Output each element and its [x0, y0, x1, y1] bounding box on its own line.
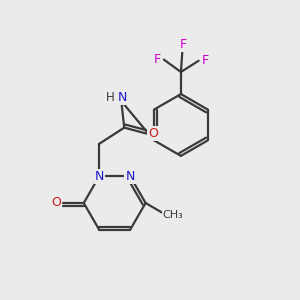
Text: CH₃: CH₃: [163, 210, 183, 220]
Text: F: F: [202, 54, 208, 67]
Text: H: H: [106, 91, 115, 104]
Text: N: N: [125, 170, 135, 183]
Text: F: F: [179, 38, 187, 51]
Text: N: N: [118, 91, 128, 104]
Text: O: O: [51, 196, 61, 209]
Text: F: F: [154, 53, 161, 66]
Text: N: N: [94, 170, 104, 183]
Text: O: O: [148, 127, 158, 140]
